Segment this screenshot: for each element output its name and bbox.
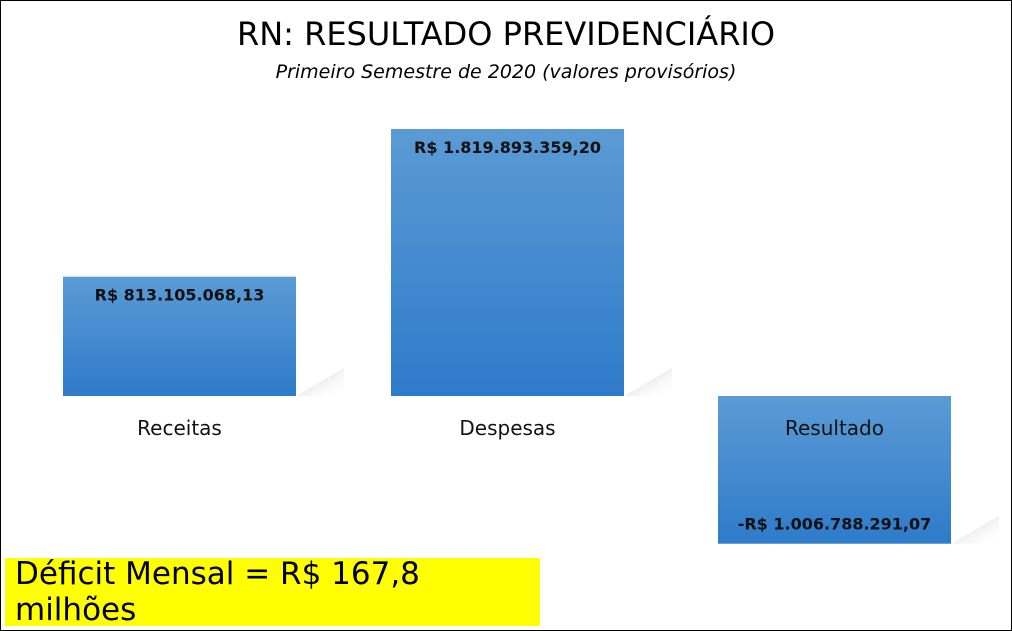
deficit-callout: Déficit Mensal = R$ 167,8 milhões (5, 556, 540, 628)
bar-labels: R$ 813.105.068,13 R$ 1.819.893.359,20 -R$ … (95, 138, 932, 534)
data-label-despesas: R$ 1.819.893.359,20 (414, 138, 601, 157)
data-label-receitas: R$ 813.105.068,13 (95, 286, 265, 305)
bar-shadows (296, 368, 999, 544)
bar-shadow-despesas (624, 368, 672, 396)
category-label-receitas: Receitas (137, 416, 222, 440)
bar-shadow-receitas (296, 368, 344, 396)
bars (63, 129, 951, 544)
chart-title: RN: RESULTADO PREVIDENCIÁRIO (236, 15, 776, 53)
bar-resultado (718, 396, 951, 544)
bar-shadow-resultado (951, 515, 999, 544)
category-label-despesas: Despesas (459, 416, 555, 440)
category-label-resultado: Resultado (785, 416, 884, 440)
deficit-callout-text: Déficit Mensal = R$ 167,8 milhões (15, 556, 420, 628)
category-labels: Receitas Despesas Resultado (137, 416, 884, 440)
bar-despesas (391, 129, 624, 396)
data-label-resultado: -R$ 1.006.788.291,07 (738, 515, 932, 534)
bar-receitas (63, 276, 296, 396)
chart-subtitle: Primeiro Semestre de 2020 (valores provi… (275, 61, 737, 83)
